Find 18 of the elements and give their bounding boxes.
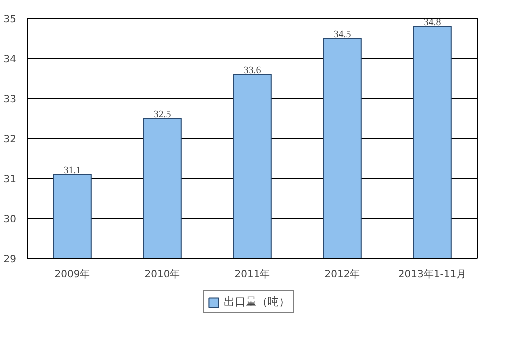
x-tick-label: 2009年 [54,268,90,280]
x-tick-label: 2012年 [324,268,360,280]
data-label: 31.1 [64,166,82,176]
x-tick-label: 2011年 [234,268,270,280]
y-tick-label: 32 [4,134,17,146]
y-tick-label: 31 [4,174,17,186]
data-label: 32.5 [154,110,172,120]
data-label: 33.6 [244,66,262,76]
y-tick-label: 30 [4,214,17,226]
y-tick-label: 29 [4,254,17,266]
data-label: 34.8 [424,18,442,28]
legend-label: 出口量（吨） [224,294,290,310]
y-tick-label: 35 [4,14,17,26]
y-tick-label: 34 [4,54,17,66]
x-tick-label: 2013年1-11月 [398,268,467,280]
data-label: 34.5 [334,30,352,40]
y-tick-label: 33 [4,94,17,106]
x-tick-label: 2010年 [144,268,180,280]
